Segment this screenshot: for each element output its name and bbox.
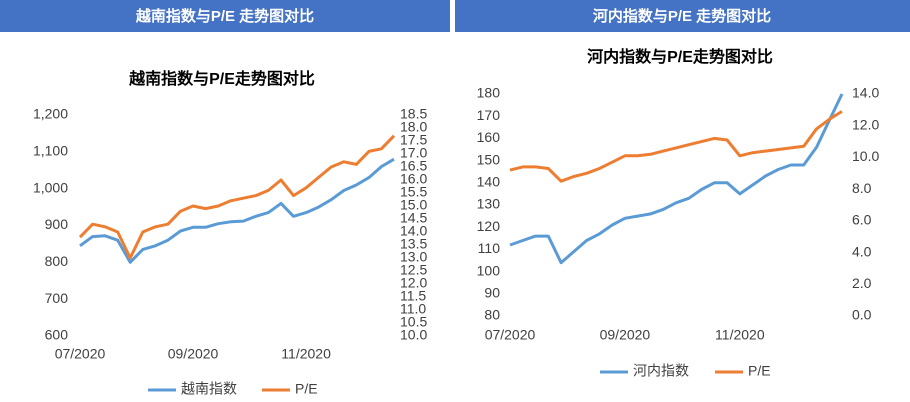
x-tick-label: 11/2020: [281, 346, 331, 362]
y-tick-label: 120: [477, 218, 501, 234]
y-tick-label: 800: [45, 253, 69, 269]
x-tick-label: 09/2020: [168, 346, 219, 362]
chart-title: 河内指数与P/E走势图对比: [587, 47, 773, 66]
y-tick-label: 1,100: [33, 143, 68, 159]
y2-tick-label: 4.0: [852, 243, 872, 259]
legend-label: P/E: [748, 363, 771, 379]
y2-tick-label: 14.5: [400, 210, 427, 226]
x-tick-label: 07/2020: [485, 327, 536, 343]
y-tick-label: 160: [477, 129, 501, 145]
y2-tick-label: 15.5: [400, 184, 427, 200]
y2-tick-label: 12.0: [400, 275, 427, 291]
x-tick-label: 11/2020: [715, 327, 765, 343]
chart-title: 越南指数与P/E走势图对比: [128, 69, 315, 88]
y-tick-label: 180: [477, 85, 501, 101]
panel-header: 越南指数与P/E 走势图对比: [135, 7, 314, 25]
y2-tick-label: 12.5: [400, 262, 427, 278]
y2-tick-label: 14.0: [400, 223, 427, 239]
y2-tick-label: 12.0: [852, 116, 879, 132]
y-tick-label: 80: [484, 307, 500, 323]
header-bar: [0, 0, 450, 32]
y2-tick-label: 16.5: [400, 158, 427, 174]
y2-tick-label: 11.5: [400, 288, 426, 304]
y2-tick-label: 17.0: [400, 145, 427, 161]
y-tick-label: 900: [45, 216, 69, 232]
y-tick-label: 600: [45, 327, 69, 343]
y-tick-label: 700: [45, 290, 69, 306]
series-line: [509, 93, 844, 265]
legend-label: 河内指数: [633, 363, 689, 379]
y2-tick-label: 10.0: [400, 327, 427, 343]
y2-tick-label: 14.0: [852, 85, 879, 101]
y2-tick-label: 0.0: [852, 307, 872, 323]
series-line: [509, 110, 843, 183]
y-tick-label: 110: [478, 240, 501, 256]
y2-tick-label: 15.0: [400, 197, 427, 213]
panel-header: 河内指数与P/E 走势图对比: [593, 7, 771, 25]
header-bar: [455, 0, 910, 32]
y2-tick-label: 13.0: [400, 249, 427, 265]
y2-tick-label: 13.5: [400, 236, 427, 252]
y2-tick-label: 10.0: [852, 148, 879, 164]
y2-tick-label: 11.0: [400, 301, 426, 317]
y-tick-label: 130: [477, 196, 501, 212]
y2-tick-label: 18.0: [400, 119, 427, 135]
y-tick-label: 170: [477, 107, 501, 123]
y2-tick-label: 16.0: [400, 171, 427, 187]
series-line: [79, 157, 395, 264]
x-tick-label: 07/2020: [55, 346, 106, 362]
y-tick-label: 100: [477, 262, 501, 278]
y-tick-label: 150: [477, 151, 501, 167]
y2-tick-label: 2.0: [852, 275, 872, 291]
y-tick-label: 90: [484, 285, 500, 301]
series-line: [78, 134, 396, 260]
y2-tick-label: 17.5: [400, 132, 427, 148]
y-tick-label: 1,200: [33, 106, 68, 122]
y2-tick-label: 6.0: [852, 212, 872, 228]
legend-label: P/E: [295, 381, 318, 397]
y-tick-label: 140: [477, 174, 501, 190]
y2-tick-label: 18.5: [400, 106, 427, 122]
y-tick-label: 1,000: [33, 179, 68, 195]
y2-tick-label: 10.5: [400, 314, 427, 330]
legend-label: 越南指数: [181, 381, 237, 397]
x-tick-label: 09/2020: [600, 327, 651, 343]
y2-tick-label: 8.0: [852, 180, 872, 196]
